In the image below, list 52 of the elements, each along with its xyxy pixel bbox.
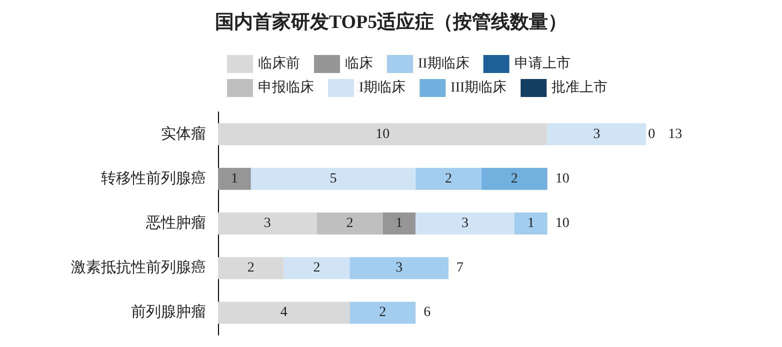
total-label: 7	[456, 260, 464, 276]
data-label: 2	[247, 260, 254, 276]
bar	[218, 168, 251, 190]
y-tick-label: 实体瘤	[161, 125, 206, 142]
bar	[250, 168, 416, 190]
legend-label: 临床	[345, 56, 373, 72]
bar	[382, 212, 416, 234]
legend-label: 申请上市	[514, 56, 570, 72]
data-label: 3	[396, 260, 403, 276]
data-label: 2	[445, 171, 452, 186]
total-label: 13	[668, 126, 682, 142]
legend-label: II期临床	[418, 56, 470, 72]
bar	[218, 212, 317, 234]
bar	[481, 168, 548, 190]
bar	[350, 302, 416, 324]
data-label: 2	[313, 260, 320, 276]
data-label: 5	[330, 171, 337, 186]
data-label: 1	[230, 171, 238, 186]
legend-label: III期临床	[450, 80, 507, 96]
bar	[547, 123, 646, 146]
legend-label: 申报临床	[258, 80, 314, 96]
data-label: 2	[346, 216, 354, 231]
data-label: 3	[264, 216, 271, 231]
bar	[284, 257, 350, 280]
total-label: 10	[555, 171, 570, 186]
bar	[218, 257, 284, 280]
data-label: 10	[376, 126, 390, 142]
data-label: 2	[379, 305, 386, 320]
data-label: 0	[648, 126, 656, 142]
data-label: 2	[510, 171, 518, 186]
legend-label: I期临床	[359, 80, 406, 96]
bar	[218, 302, 350, 324]
chart-title: 国内首家研发TOP5适应症（按管线数量）	[214, 11, 568, 33]
data-label: 3	[593, 126, 600, 142]
bar	[514, 212, 548, 234]
y-tick-label: 转移性前列腺癌	[101, 170, 206, 187]
legend-label: 批准上市	[552, 80, 608, 96]
total-label: 6	[424, 305, 431, 320]
legend-label: 临床前	[258, 56, 300, 72]
bar	[316, 212, 383, 234]
data-label: 3	[462, 216, 468, 231]
total-label: 10	[555, 216, 570, 231]
bar	[350, 257, 449, 280]
data-label: 1	[527, 216, 534, 231]
bar	[416, 168, 482, 190]
data-label: 1	[396, 216, 403, 231]
data-label: 4	[280, 305, 288, 320]
bar	[416, 212, 514, 234]
bar	[218, 123, 548, 146]
y-tick-label: 恶性肿瘤	[145, 214, 206, 232]
y-tick-label: 激素抵抗性前列腺癌	[71, 259, 206, 276]
y-tick-label: 前列腺肿瘤	[131, 304, 206, 321]
